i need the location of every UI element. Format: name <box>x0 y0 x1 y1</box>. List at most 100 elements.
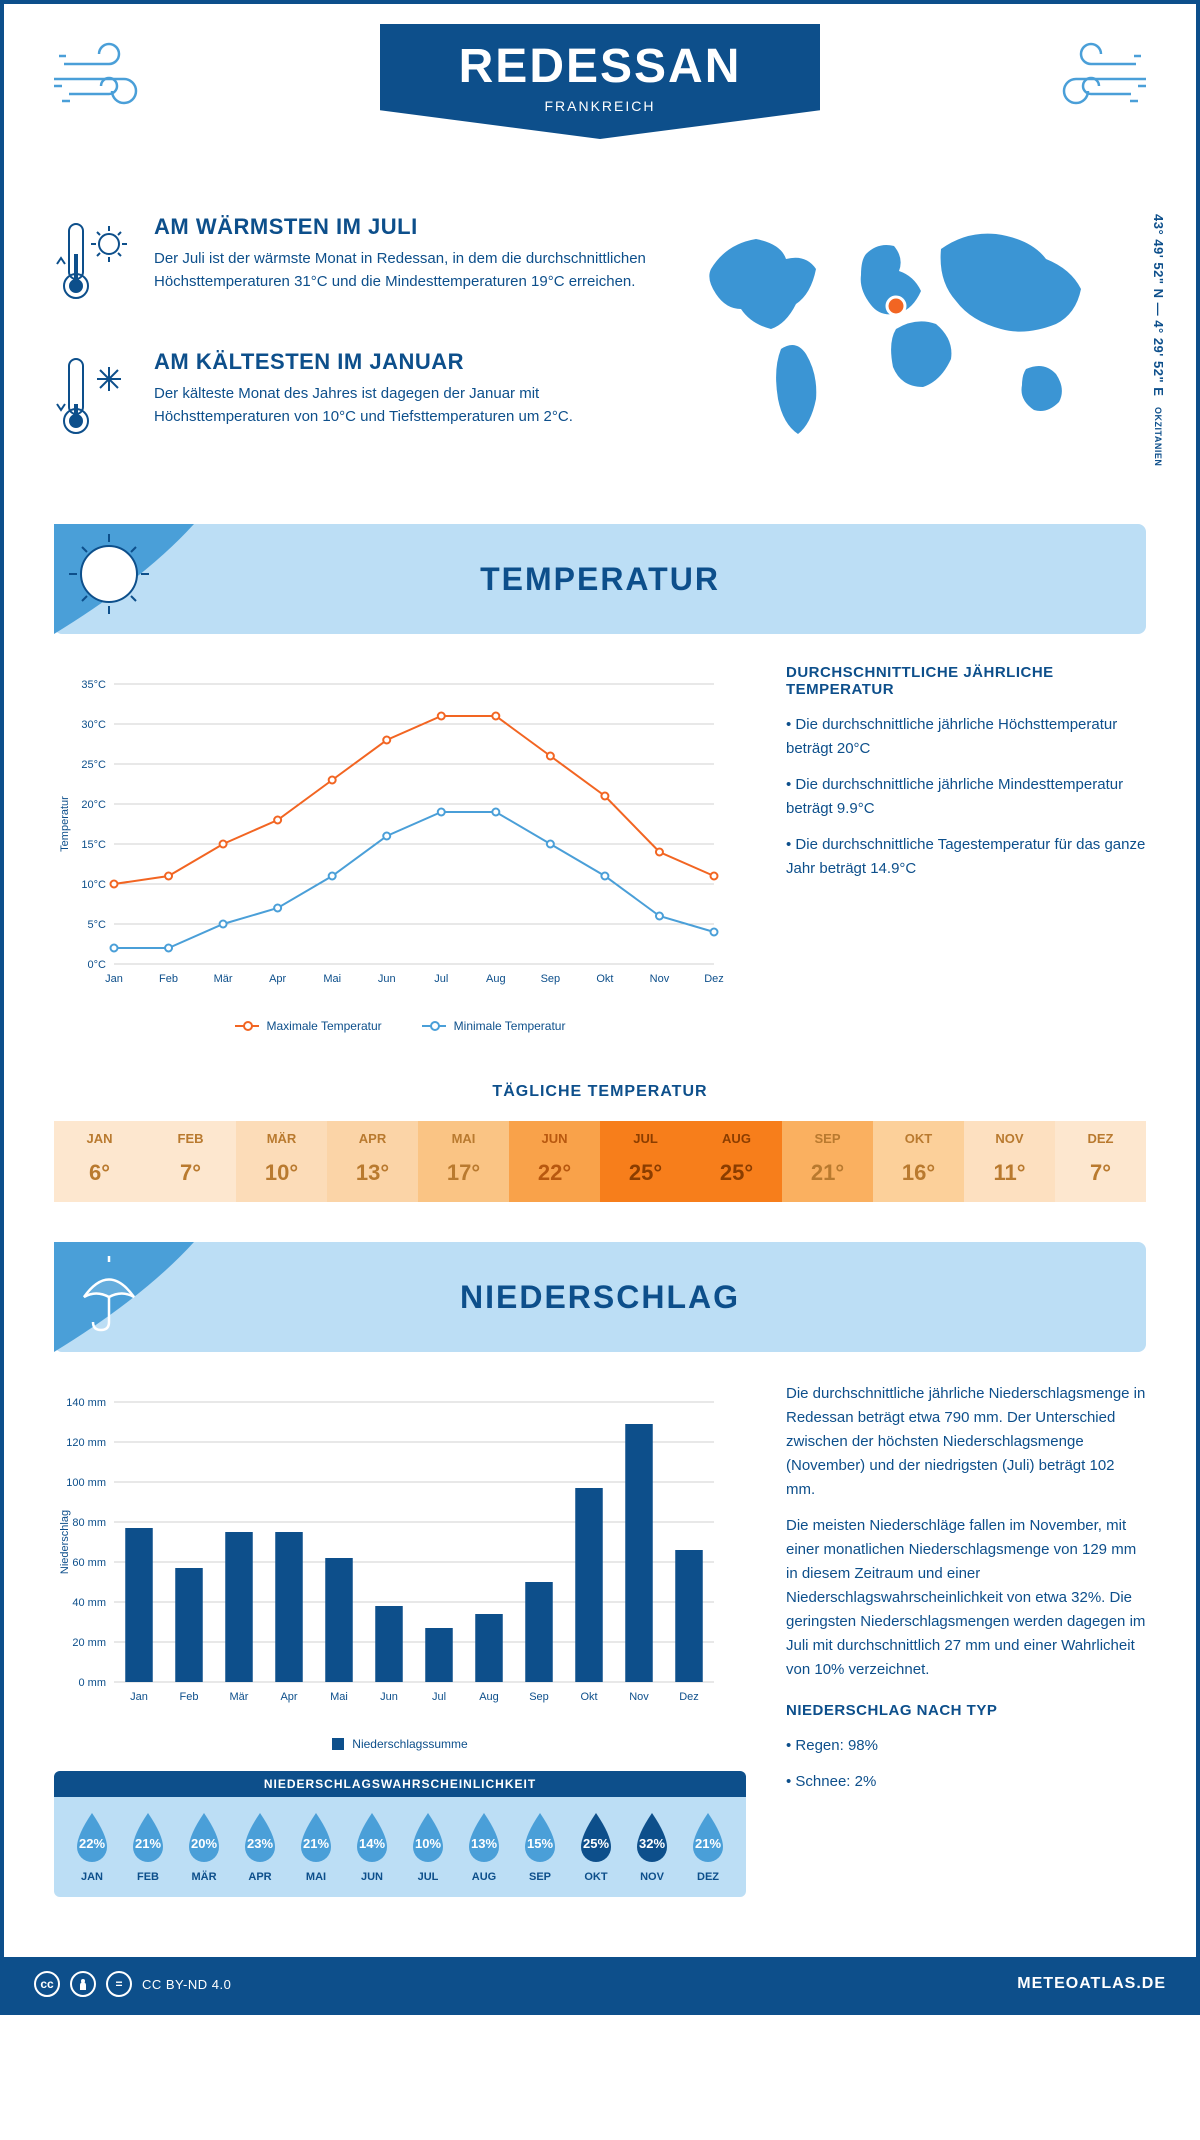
section-title: TEMPERATUR <box>480 561 720 598</box>
svg-text:25°C: 25°C <box>81 759 106 771</box>
coordinates: 43° 49' 52" N — 4° 29' 52" E OKZITANIEN <box>1151 214 1166 466</box>
probability-item: 21%MAI <box>293 1809 339 1883</box>
svg-text:Mär: Mär <box>214 973 233 985</box>
svg-text:5°C: 5°C <box>88 919 107 931</box>
svg-text:Dez: Dez <box>704 973 724 985</box>
svg-text:120 mm: 120 mm <box>66 1437 106 1449</box>
section-banner-precipitation: NIEDERSCHLAG <box>54 1242 1146 1352</box>
daily-temp-table: JAN6°FEB7°MÄR10°APR13°MAI17°JUN22°JUL25°… <box>54 1121 1146 1202</box>
info-body: Der kälteste Monat des Jahres ist dagege… <box>154 383 646 428</box>
info-coldest: AM KÄLTESTEN IM JANUAR Der kälteste Mona… <box>54 349 646 454</box>
world-map-icon <box>686 214 1106 444</box>
temp-cell: JAN6° <box>54 1121 145 1202</box>
wind-icon <box>1026 34 1146 129</box>
svg-text:Okt: Okt <box>596 973 613 985</box>
temp-cell: MAI17° <box>418 1121 509 1202</box>
umbrella-icon <box>54 1242 194 1352</box>
bullet-item: • Die durchschnittliche jährliche Mindes… <box>786 773 1146 821</box>
cc-icon: cc <box>34 1971 60 1997</box>
svg-text:80 mm: 80 mm <box>72 1517 106 1529</box>
svg-text:20°C: 20°C <box>81 799 106 811</box>
temp-cell: DEZ7° <box>1055 1121 1146 1202</box>
wind-icon <box>54 34 174 129</box>
svg-text:30°C: 30°C <box>81 719 106 731</box>
temperature-summary: DURCHSCHNITTLICHE JÄHRLICHE TEMPERATUR •… <box>786 664 1146 1033</box>
world-map-block: 43° 49' 52" N — 4° 29' 52" E OKZITANIEN <box>686 214 1146 484</box>
license-text: CC BY-ND 4.0 <box>142 1977 231 1992</box>
svg-text:Okt: Okt <box>580 1691 597 1703</box>
city-name: REDESSAN <box>420 39 780 94</box>
country-name: FRANKREICH <box>420 98 780 114</box>
bullet-item: • Die durchschnittliche Tagestemperatur … <box>786 833 1146 881</box>
svg-text:Aug: Aug <box>486 973 506 985</box>
probability-item: 25%OKT <box>573 1809 619 1883</box>
svg-text:Jul: Jul <box>434 973 448 985</box>
daily-temp-heading: TÄGLICHE TEMPERATUR <box>4 1083 1196 1101</box>
location-marker-icon <box>887 297 905 315</box>
probability-item: 22%JAN <box>69 1809 115 1883</box>
svg-text:Sep: Sep <box>541 973 561 985</box>
probability-item: 14%JUN <box>349 1809 395 1883</box>
header: REDESSAN FRANKREICH <box>4 4 1196 204</box>
site-name: METEOATLAS.DE <box>1017 1975 1166 1993</box>
probability-item: 21%DEZ <box>685 1809 731 1883</box>
svg-text:40 mm: 40 mm <box>72 1597 106 1609</box>
svg-text:Jan: Jan <box>105 973 123 985</box>
svg-text:Jan: Jan <box>130 1691 148 1703</box>
probability-item: 13%AUG <box>461 1809 507 1883</box>
svg-text:Dez: Dez <box>679 1691 699 1703</box>
nd-icon: = <box>106 1971 132 1997</box>
info-section: AM WÄRMSTEN IM JULI Der Juli ist der wär… <box>4 204 1196 524</box>
precipitation-probability: NIEDERSCHLAGSWAHRSCHEINLICHKEIT 22%JAN21… <box>54 1771 746 1897</box>
svg-text:Nov: Nov <box>629 1691 649 1703</box>
chart-legend: Maximale Temperatur Minimale Temperatur <box>54 1019 746 1033</box>
temp-cell: FEB7° <box>145 1121 236 1202</box>
temp-cell: SEP21° <box>782 1121 873 1202</box>
info-heading: AM KÄLTESTEN IM JANUAR <box>154 349 646 375</box>
by-icon <box>70 1971 96 1997</box>
svg-text:Apr: Apr <box>280 1691 297 1703</box>
svg-text:Jun: Jun <box>380 1691 398 1703</box>
svg-text:35°C: 35°C <box>81 679 106 691</box>
precipitation-summary: Die durchschnittliche jährliche Niedersc… <box>786 1382 1146 1897</box>
svg-text:10°C: 10°C <box>81 879 106 891</box>
temp-cell: AUG25° <box>691 1121 782 1202</box>
svg-text:15°C: 15°C <box>81 839 106 851</box>
bullet-item: • Schnee: 2% <box>786 1770 1146 1794</box>
footer: cc = CC BY-ND 4.0 METEOATLAS.DE <box>4 1957 1196 2011</box>
svg-text:Temperatur: Temperatur <box>59 796 71 852</box>
svg-text:60 mm: 60 mm <box>72 1557 106 1569</box>
thermometer-sun-icon <box>54 214 134 319</box>
svg-text:Jun: Jun <box>378 973 396 985</box>
probability-item: 23%APR <box>237 1809 283 1883</box>
probability-item: 32%NOV <box>629 1809 675 1883</box>
svg-text:20 mm: 20 mm <box>72 1637 106 1649</box>
svg-text:Niederschlag: Niederschlag <box>59 1510 71 1574</box>
info-body: Der Juli ist der wärmste Monat in Redess… <box>154 248 646 293</box>
svg-text:Apr: Apr <box>269 973 286 985</box>
temperature-line-chart: 0°C5°C10°C15°C20°C25°C30°C35°CJanFebMärA… <box>54 664 746 1033</box>
svg-text:0°C: 0°C <box>88 959 107 971</box>
sun-icon <box>54 524 194 634</box>
probability-item: 10%JUL <box>405 1809 451 1883</box>
svg-text:Jul: Jul <box>432 1691 446 1703</box>
svg-text:Sep: Sep <box>529 1691 549 1703</box>
svg-text:0 mm: 0 mm <box>79 1677 107 1689</box>
thermometer-snow-icon <box>54 349 134 454</box>
svg-text:Mai: Mai <box>330 1691 348 1703</box>
probability-item: 15%SEP <box>517 1809 563 1883</box>
info-warmest: AM WÄRMSTEN IM JULI Der Juli ist der wär… <box>54 214 646 319</box>
bullet-item: • Regen: 98% <box>786 1734 1146 1758</box>
precipitation-bar-chart: 0 mm20 mm40 mm60 mm80 mm100 mm120 mm140 … <box>54 1382 746 1897</box>
temp-cell: NOV11° <box>964 1121 1055 1202</box>
info-heading: AM WÄRMSTEN IM JULI <box>154 214 646 240</box>
probability-item: 21%FEB <box>125 1809 171 1883</box>
temp-cell: OKT16° <box>873 1121 964 1202</box>
section-banner-temperature: TEMPERATUR <box>54 524 1146 634</box>
chart-legend: Niederschlagssumme <box>54 1737 746 1751</box>
svg-text:140 mm: 140 mm <box>66 1397 106 1409</box>
svg-text:Feb: Feb <box>180 1691 199 1703</box>
svg-text:Nov: Nov <box>650 973 670 985</box>
svg-text:Mai: Mai <box>323 973 341 985</box>
title-block: REDESSAN FRANKREICH <box>380 24 820 139</box>
